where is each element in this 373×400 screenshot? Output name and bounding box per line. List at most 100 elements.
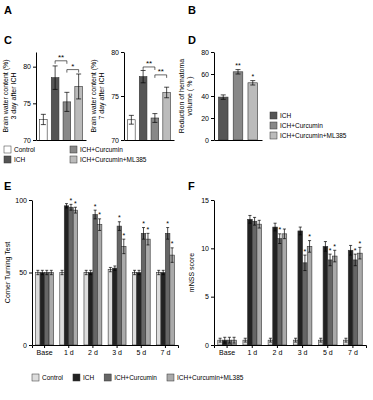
legend-swatch [73,374,80,381]
y-axis-title: Brain water content (%)7 day after ICH [90,59,106,132]
y-tick-mark [29,345,32,346]
bar [307,246,312,345]
error-bar [85,270,88,274]
y-axis-line [32,201,33,346]
significance-label: * [308,233,311,240]
bar [233,72,243,140]
bar [73,210,77,345]
x-tick: 3 d [298,345,308,356]
bar [277,239,282,345]
error-bar [50,270,53,274]
x-tick-mark [141,345,142,348]
bar [139,77,147,140]
error-bar [324,242,327,252]
error-bar [171,248,174,263]
bar [303,263,308,345]
y-tick: 60 [201,71,214,78]
legend-label: ICH+Curcumin [280,122,323,129]
x-tick: 7 d [348,345,358,356]
legend-item: ICH+Curcumin+ML385 [70,156,147,163]
legend-item: ICH+Curcumin [104,374,157,381]
y-tick-label: 70 [23,137,31,144]
error-bar [41,270,44,274]
panel: 051015Base1 d2 d3 d5 d7 dmNSS scoreF****… [188,180,367,356]
legend: ControlICHICH+CurcuminICH+Curcumin+ML385 [32,374,244,381]
y-tick: 15 [201,197,214,204]
y-tick: 75 [111,93,124,100]
x-axis-line [33,346,179,349]
significance-label: * [122,232,125,239]
significance-label: * [98,211,101,218]
error-bar [248,215,251,223]
significance-label: * [147,226,150,233]
error-bar [65,204,68,208]
significance-label: ** [58,53,64,62]
bar [328,260,333,345]
panel: 020406080Reduction of hematomavolume ( %… [178,34,263,144]
x-tick-label: Base [219,349,235,356]
x-tick-label: 2 d [88,349,98,356]
significance-label: ** [235,62,241,69]
y-tick: 50 [19,269,32,276]
x-tick: 7 d [161,345,171,356]
bar [348,250,353,345]
error-bar [358,247,361,259]
x-tick-mark [277,345,278,348]
bar [252,221,257,345]
error-bar [98,219,101,231]
legend-label: Control [42,374,64,381]
bar [49,273,53,346]
legend-label: ICH+Curcumin [80,146,123,153]
y-tick-mark [211,297,214,298]
y-tick: 75 [23,100,36,107]
y-tick-mark [211,140,214,141]
error-bar [299,227,302,235]
y-tick-mark [211,345,214,346]
y-axis-line [214,53,215,141]
error-bar [274,223,277,231]
y-axis-title: Brain water content (%)3 day after ICH [2,59,18,132]
error-bar [76,74,81,99]
y-axis: 050100 [15,197,32,349]
bar [69,207,73,345]
x-tick-mark [327,345,328,348]
bar [353,260,358,345]
error-bar [219,338,222,342]
legend-swatch [4,146,11,153]
error-bar [74,207,77,213]
legend-swatch [270,122,277,129]
bar [64,206,68,345]
significance-label: * [166,220,169,227]
legend-swatch [32,374,39,381]
error-bar [142,228,145,240]
error-bar [109,267,112,271]
marks [128,70,171,140]
error-bar [329,254,332,266]
x-tick-mark [117,345,118,348]
x-tick-label: 1 d [247,349,257,356]
legend-item: ICH+Curcumin [70,146,123,153]
y-tick-label: 60 [201,71,209,78]
y-tick-label: 0 [205,342,209,349]
legend: ControlICHICH+CurcuminICH+Curcumin+ML385 [4,146,147,163]
chart-container: 70 75 80 Brain water content (%)3 day after… [0,0,373,400]
error-bar [233,337,236,343]
legend-swatch [104,374,111,381]
panel-title: F [188,180,195,192]
y-tick-label: 20 [201,115,209,122]
error-bar [133,270,136,274]
marks [218,70,257,140]
significance-label: * [74,200,77,207]
figure: 70 75 80 Brain water content (%)3 day after… [0,0,373,400]
error-bar [122,239,125,254]
x-tick: Base [37,345,53,356]
y-tick: 80 [111,49,124,56]
y-tick-label: 100 [15,197,27,204]
y-tick: 80 [201,49,214,56]
y-tick-mark [33,140,36,141]
bar [113,268,117,345]
significance-label: * [71,62,74,71]
y-tick-label: 40 [201,93,209,100]
y-tick-label: 75 [23,100,31,107]
bar [132,273,136,346]
